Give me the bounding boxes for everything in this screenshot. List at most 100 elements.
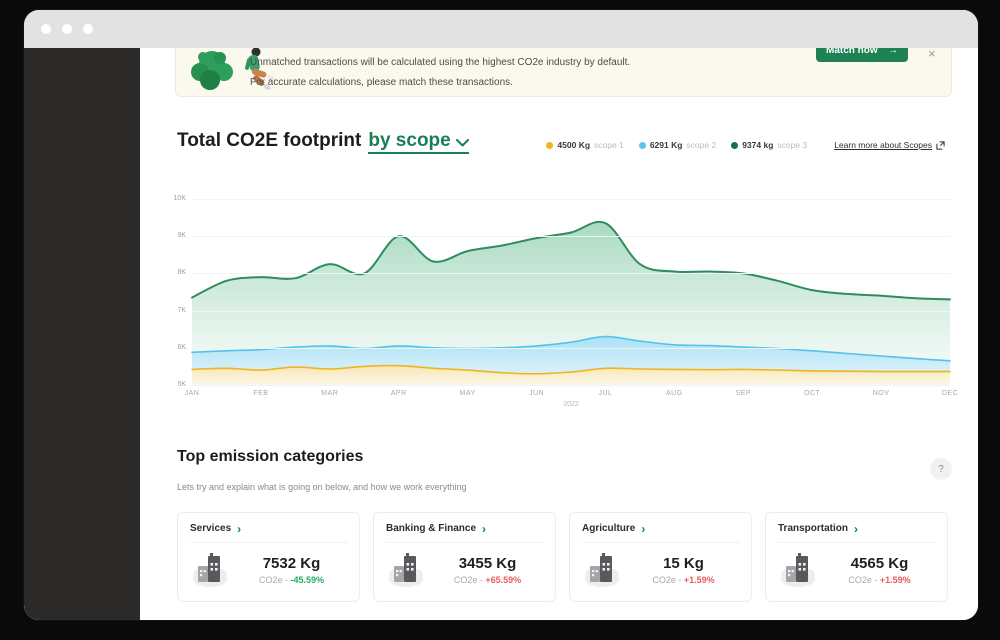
learn-more-link[interactable]: Learn more about Scopes: [834, 140, 945, 150]
category-card-link[interactable]: Banking & Finance ›: [386, 523, 543, 543]
unmatched-transactions-banner: Unmatched transactions will be calculate…: [175, 48, 952, 97]
y-axis-label: 9K: [177, 232, 186, 240]
x-axis-label: MAY: [459, 390, 476, 397]
legend-value: 6291 Kg: [649, 140, 683, 150]
card-value: 3455 Kg: [458, 555, 517, 572]
scope-legend: 4500 Kg scope 1 6291 Kg scope 2 9374 kg …: [546, 140, 945, 150]
card-percent: -45.59%: [290, 575, 325, 585]
y-axis-label: 6K: [177, 343, 186, 351]
learn-more-label: Learn more about Scopes: [834, 140, 932, 150]
card-percent: +65.59%: [485, 575, 522, 585]
y-axis-label: 10K: [173, 195, 186, 202]
scope-dropdown-link[interactable]: by scope: [368, 130, 469, 154]
card-value: 15 Kg: [663, 555, 704, 572]
x-axis-label: FEB: [253, 390, 269, 397]
legend-scope-label: scope 2: [686, 140, 717, 150]
browser-window: Unmatched transactions will be calculate…: [24, 10, 978, 620]
card-value: 7532 Kg: [262, 555, 321, 572]
chevron-right-icon: ›: [237, 521, 242, 536]
x-axis-label: OCT: [804, 390, 821, 397]
card-title: Banking & Finance: [386, 523, 477, 534]
grid-line: [192, 347, 950, 349]
category-cards-row: Services › 7532 Kg: [177, 512, 948, 602]
help-button[interactable]: ?: [930, 458, 952, 480]
page-title: Total CO2E footprint by scope: [177, 130, 469, 154]
banner-text-line-2: For accurate calculations, please match …: [250, 77, 513, 88]
banner-text-line-1: Unmatched transactions will be calculate…: [250, 57, 631, 68]
banner-close-icon[interactable]: ×: [928, 48, 936, 61]
category-card-link[interactable]: Transportation ›: [778, 523, 935, 543]
section-title: Top emission categories: [177, 448, 364, 465]
card-co2e-label: CO2e - +65.59%: [453, 575, 522, 585]
building-icon: [781, 553, 815, 587]
line-series-scope-1: [191, 364, 951, 375]
legend-dot-icon: [546, 141, 554, 149]
footprint-title: Total CO2E footprint: [177, 130, 362, 151]
y-axis-label: 5K: [177, 381, 186, 388]
card-percent: +1.59%: [879, 575, 911, 585]
grid-line: [192, 236, 950, 238]
category-card: Transportation › 4565 Kg: [765, 512, 948, 602]
x-axis-label: DEC: [941, 390, 959, 397]
legend-item: 9374 kg scope 3: [731, 140, 807, 150]
app-frame: Unmatched transactions will be calculate…: [24, 48, 978, 620]
card-co2e-label: CO2e - +1.59%: [848, 575, 911, 585]
chevron-down-icon: [455, 139, 469, 147]
legend-item: 6291 Kg scope 2: [638, 140, 717, 150]
category-card: Banking & Finance › 3455 Kg: [373, 512, 556, 602]
card-co2e-label: CO2e - -45.59%: [258, 575, 325, 585]
scope-link-label: by scope: [368, 130, 451, 151]
card-title: Services: [190, 523, 232, 534]
chevron-right-icon: ›: [854, 521, 859, 536]
match-now-button[interactable]: Match now →: [816, 48, 908, 62]
grid-line: [192, 385, 950, 386]
co2-area-chart: 2022 10K 9K 8K 7K 6K 5K JAN FEB MAR APR MAY JUN JUL A…: [140, 48, 978, 468]
window-titlebar: [24, 10, 978, 48]
category-card: Services › 7532 Kg: [177, 512, 360, 602]
grid-line: [192, 199, 950, 200]
window-control-dot[interactable]: [83, 24, 93, 34]
chevron-right-icon: ›: [641, 521, 646, 536]
line-series-scope-3: [191, 220, 951, 301]
window-control-dot[interactable]: [41, 24, 51, 34]
category-card: Agriculture › 15 Kg: [569, 512, 752, 602]
area-series-scope-3: [192, 221, 950, 385]
main-content: Unmatched transactions will be calculate…: [140, 48, 978, 620]
grid-line: [192, 273, 950, 275]
legend-value: 9374 kg: [742, 140, 774, 150]
bush-and-person-illustration: [191, 48, 275, 91]
arrow-right-icon: →: [888, 48, 898, 56]
card-co2e-label: CO2e - +1.59%: [652, 575, 715, 585]
external-link-icon: [936, 140, 945, 150]
building-icon: [389, 553, 423, 587]
category-card-link[interactable]: Services ›: [190, 523, 347, 543]
x-axis-label: AUG: [666, 390, 683, 397]
x-axis-label: JAN: [184, 390, 200, 397]
x-axis-label: JUL: [598, 390, 613, 397]
sidebar: [24, 48, 140, 620]
chart-year-label: 2022: [563, 401, 579, 408]
window-control-dot[interactable]: [62, 24, 72, 34]
card-percent: +1.59%: [683, 575, 715, 585]
legend-item: 4500 Kg scope 1: [546, 140, 624, 150]
x-axis-label: JUN: [528, 390, 545, 397]
x-axis-label: SEP: [735, 390, 752, 397]
chevron-right-icon: ›: [482, 521, 487, 536]
chart-canvas: [191, 220, 951, 385]
line-series-scope-2: [191, 335, 951, 362]
building-icon: [585, 553, 619, 587]
card-title: Transportation: [778, 523, 849, 534]
category-card-link[interactable]: Agriculture ›: [582, 523, 739, 543]
x-axis-label: MAR: [321, 390, 339, 397]
section-subtitle: Lets try and explain what is going on be…: [177, 482, 467, 492]
y-axis-label: 7K: [177, 306, 186, 314]
match-now-label: Match now: [826, 48, 878, 56]
legend-scope-label: scope 3: [777, 140, 808, 150]
card-value: 4565 Kg: [850, 555, 909, 572]
x-axis-label: NOV: [872, 390, 890, 397]
grid-line: [192, 310, 950, 312]
legend-value: 4500 Kg: [557, 140, 591, 150]
legend-scope-label: scope 1: [594, 140, 624, 150]
y-axis-label: 8K: [177, 269, 186, 277]
x-axis-label: APR: [390, 390, 407, 397]
